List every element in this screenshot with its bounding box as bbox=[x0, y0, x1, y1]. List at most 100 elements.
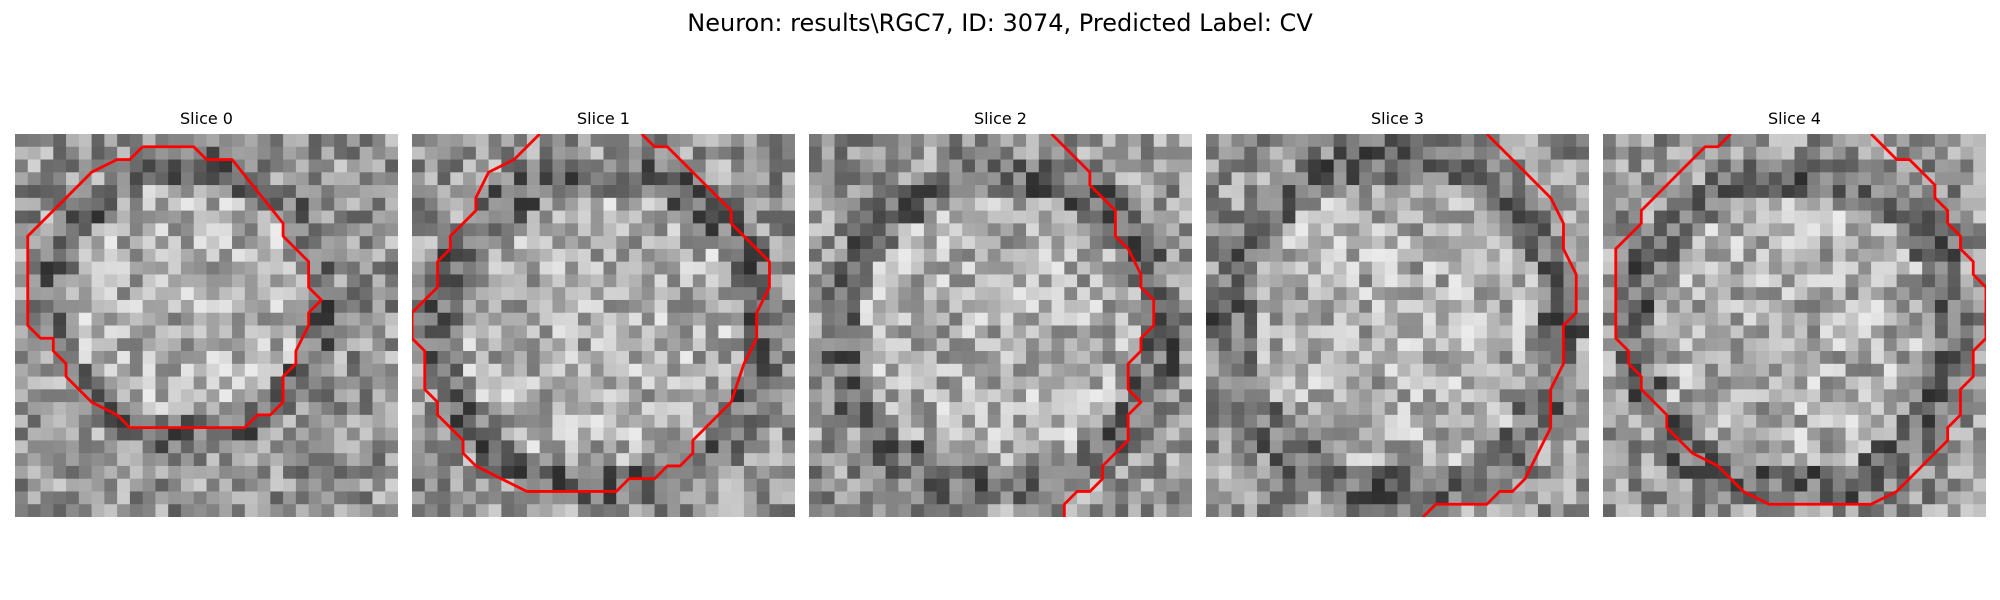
pixel bbox=[539, 363, 553, 377]
pixel bbox=[872, 478, 886, 492]
pixel bbox=[1512, 287, 1526, 301]
pixel bbox=[450, 236, 464, 250]
pixel bbox=[756, 210, 770, 224]
pixel bbox=[1909, 274, 1923, 288]
pixel bbox=[885, 351, 899, 365]
pixel bbox=[1615, 478, 1629, 492]
pixel bbox=[1512, 134, 1526, 148]
pixel bbox=[1845, 491, 1859, 505]
pixel bbox=[1883, 299, 1898, 314]
pixel bbox=[1768, 491, 1783, 505]
pixel bbox=[1206, 491, 1220, 505]
pixel bbox=[514, 465, 528, 480]
pixel bbox=[1244, 287, 1258, 301]
pixel bbox=[1038, 440, 1052, 454]
pixel bbox=[1435, 261, 1449, 275]
pixel bbox=[1525, 363, 1539, 377]
pixel bbox=[463, 427, 477, 441]
pixel bbox=[1333, 389, 1347, 403]
pixel bbox=[155, 465, 169, 480]
pixel bbox=[117, 351, 131, 365]
pixel bbox=[860, 210, 874, 224]
pixel bbox=[923, 440, 938, 454]
pixel bbox=[91, 312, 105, 326]
pixel bbox=[1615, 427, 1629, 441]
pixel bbox=[1909, 299, 1923, 314]
pixel bbox=[872, 376, 886, 390]
pixel bbox=[142, 427, 156, 441]
pixel bbox=[193, 402, 207, 416]
pixel bbox=[974, 146, 989, 160]
pixel bbox=[1359, 338, 1373, 352]
pixel bbox=[1038, 389, 1052, 403]
pixel bbox=[129, 299, 144, 314]
pixel bbox=[1717, 185, 1732, 199]
pixel bbox=[244, 146, 258, 160]
pixel bbox=[756, 491, 770, 505]
pixel bbox=[372, 453, 386, 467]
pixel bbox=[1359, 465, 1373, 480]
pixel bbox=[860, 185, 874, 199]
pixel bbox=[1947, 146, 1961, 160]
pixel bbox=[782, 504, 795, 517]
pixel bbox=[1206, 440, 1220, 454]
pixel bbox=[155, 185, 169, 199]
pixel bbox=[1397, 478, 1411, 492]
pixel bbox=[257, 299, 271, 314]
pixel bbox=[782, 261, 795, 275]
pixel bbox=[1883, 261, 1898, 275]
pixel bbox=[898, 134, 912, 148]
pixel bbox=[1333, 236, 1347, 250]
pixel bbox=[104, 453, 118, 467]
pixel bbox=[66, 299, 80, 314]
pixel bbox=[782, 185, 795, 199]
pixel bbox=[1077, 351, 1091, 365]
pixel bbox=[1410, 223, 1424, 237]
pixel bbox=[1166, 172, 1180, 186]
pixel bbox=[117, 427, 131, 441]
pixel bbox=[1359, 287, 1373, 301]
pixel bbox=[129, 210, 144, 224]
pixel bbox=[1768, 236, 1783, 250]
pixel bbox=[1448, 478, 1462, 492]
pixel bbox=[936, 210, 950, 224]
pixel bbox=[590, 274, 604, 288]
pixel bbox=[295, 389, 310, 403]
pixel bbox=[346, 248, 361, 263]
pixel bbox=[1909, 185, 1923, 199]
pixel bbox=[450, 172, 464, 186]
pixel bbox=[53, 159, 67, 173]
pixel bbox=[1269, 389, 1283, 403]
pixel bbox=[1550, 338, 1564, 352]
pixel bbox=[565, 248, 579, 263]
pixel bbox=[1641, 210, 1655, 224]
pixel bbox=[193, 389, 207, 403]
pixel bbox=[923, 427, 938, 441]
pixel bbox=[1896, 351, 1910, 365]
pixel bbox=[667, 134, 681, 148]
pixel bbox=[962, 363, 976, 377]
pixel bbox=[1115, 287, 1129, 301]
pixel bbox=[1692, 504, 1706, 517]
pixel bbox=[821, 159, 835, 173]
pixel bbox=[1537, 134, 1552, 148]
pixel bbox=[911, 351, 925, 365]
pixel bbox=[1499, 248, 1513, 263]
pixel bbox=[590, 146, 604, 160]
pixel bbox=[962, 261, 976, 275]
pixel bbox=[1563, 453, 1577, 467]
pixel bbox=[885, 376, 899, 390]
pixel bbox=[1705, 287, 1719, 301]
pixel bbox=[1973, 159, 1986, 173]
pixel bbox=[603, 287, 617, 301]
pixel bbox=[1257, 504, 1271, 517]
pixel bbox=[731, 236, 745, 250]
pixel bbox=[834, 402, 848, 416]
pixel bbox=[244, 465, 258, 480]
pixel bbox=[1628, 287, 1642, 301]
pixel bbox=[1295, 146, 1309, 160]
pixel bbox=[244, 223, 258, 237]
pixel bbox=[1448, 261, 1462, 275]
pixel bbox=[359, 248, 373, 263]
pixel bbox=[1654, 172, 1668, 186]
